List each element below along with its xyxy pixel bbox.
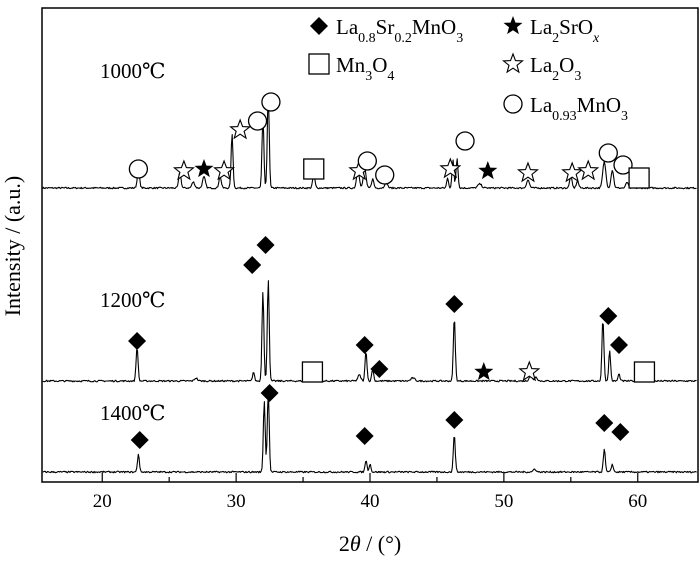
marker-star-filled-0-13 <box>478 161 498 180</box>
labels-layer: 1000℃ 1200℃ 1400℃ <box>100 59 166 425</box>
marker-diamond-2-4 <box>595 414 614 432</box>
marker-square-0-7 <box>303 158 325 180</box>
legend-label-3: La2O3 <box>530 53 581 84</box>
marker-diamond-2-5 <box>611 423 630 441</box>
marker-square-legend-2 <box>308 53 330 75</box>
marker-diamond-2-2 <box>355 427 374 445</box>
marker-star-filled-0-2 <box>194 159 214 178</box>
marker-star-filled-legend-1 <box>503 16 523 35</box>
legend-label-1: La2SrOx <box>530 15 600 46</box>
marker-circle-0-5 <box>247 111 268 131</box>
marker-circle-0-17 <box>598 143 618 163</box>
marker-diamond-1-9 <box>599 307 618 325</box>
marker-diamond-2-0 <box>130 431 149 449</box>
marker-circle-0-10 <box>375 165 395 185</box>
marker-circle-0-18 <box>613 155 633 175</box>
markers-layer <box>128 92 656 449</box>
marker-star-open-0-16 <box>577 159 600 181</box>
series-label-2: 1400℃ <box>100 401 166 425</box>
legend-label-4: La0.93MnO3 <box>530 93 628 124</box>
y-axis-label: Intensity / (a.u.) <box>0 176 25 317</box>
marker-star-open-0-4 <box>229 118 252 140</box>
marker-diamond-1-4 <box>355 336 374 354</box>
marker-diamond-2-1 <box>260 384 279 402</box>
marker-diamond-2-3 <box>445 411 464 429</box>
series-line-1 <box>42 280 697 383</box>
series-line-0 <box>42 93 697 190</box>
marker-diamond-1-1 <box>243 256 262 274</box>
x-tick-label-20: 20 <box>93 491 112 512</box>
marker-diamond-1-6 <box>445 295 464 313</box>
marker-square-1-11 <box>633 361 656 383</box>
marker-diamond-legend-0 <box>310 17 328 35</box>
curves-layer <box>42 93 697 474</box>
series-line-2 <box>42 390 697 474</box>
x-tick-label-30: 30 <box>227 491 246 512</box>
x-tick-label-50: 50 <box>494 491 513 512</box>
marker-star-open-0-14 <box>516 161 539 183</box>
marker-star-open-1-8 <box>518 360 541 382</box>
marker-diamond-1-0 <box>128 332 147 350</box>
legend-label-0: La0.8Sr0.2MnO3 <box>336 15 463 46</box>
x-tick-label-60: 60 <box>628 491 647 512</box>
marker-star-open-0-15 <box>561 161 584 183</box>
marker-diamond-1-10 <box>610 336 629 354</box>
marker-star-open-legend-3 <box>501 52 525 74</box>
marker-star-open-0-3 <box>213 159 236 181</box>
marker-circle-0-6 <box>261 92 281 112</box>
x-axis-label: 2θ / (°) <box>339 531 401 556</box>
marker-star-open-0-11 <box>439 157 462 179</box>
marker-diamond-1-5 <box>370 360 389 378</box>
marker-star-filled-1-7 <box>474 362 494 381</box>
marker-circle-0-9 <box>357 151 377 171</box>
series-label-1: 1200℃ <box>100 288 166 312</box>
ticks-layer: 20 30 40 50 60 <box>93 473 647 512</box>
marker-circle-0-0 <box>128 159 149 179</box>
marker-square-1-3 <box>301 361 324 383</box>
marker-square-0-19 <box>628 167 650 189</box>
legend-label-2: Mn3O4 <box>336 53 394 84</box>
marker-diamond-1-2 <box>256 236 275 254</box>
legend: La0.8Sr0.2MnO3 La2SrOx Mn3O4 La2O3 La0.93MnO… <box>308 15 628 124</box>
series-label-0: 1000℃ <box>100 59 166 83</box>
marker-circle-legend-4 <box>503 94 523 114</box>
marker-circle-0-12 <box>455 131 475 151</box>
marker-star-open-0-1 <box>172 159 195 181</box>
x-tick-label-40: 40 <box>361 491 380 512</box>
